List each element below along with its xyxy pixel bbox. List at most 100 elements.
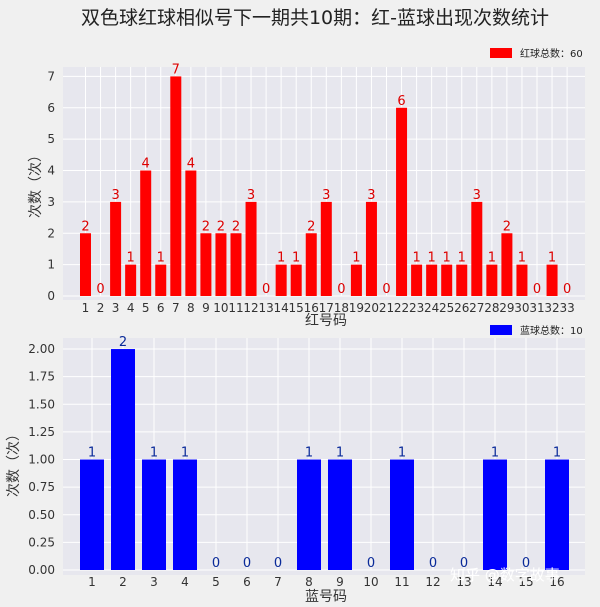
red-bar [501, 233, 513, 296]
red-x-tick-label: 22 [394, 301, 409, 315]
blue-x-tick-label: 3 [150, 575, 158, 589]
blue-bar [390, 459, 414, 570]
red-x-tick-label: 20 [364, 301, 379, 315]
blue-y-tick-label: 0.75 [28, 480, 55, 494]
red-bar [396, 107, 408, 296]
blue-legend: 蓝球总数：10 [490, 324, 583, 337]
blue-bar [111, 349, 135, 570]
blue-x-tick-label: 13 [456, 575, 471, 589]
blue-x-axis-label: 蓝号码 [305, 589, 347, 605]
blue-ticks: 0.000.250.500.751.001.251.501.752.001 2 3 4… [28, 342, 564, 589]
red-data-label: 1 [127, 251, 135, 266]
blue-x-tick-label: 5 [212, 575, 220, 589]
blue-x-tick-label: 15 [518, 575, 533, 589]
blue-x-tick-label: 1 [88, 575, 96, 589]
blue-x-tick-label: 11 [394, 575, 409, 589]
red-data-label: 4 [187, 157, 195, 172]
blue-bar [173, 459, 197, 570]
red-bar [290, 264, 302, 296]
red-legend-swatch [490, 48, 512, 58]
blue-data-label: 1 [88, 446, 96, 461]
blue-x-tick-label: 9 [336, 575, 344, 589]
red-bar [125, 264, 137, 296]
red-x-tick-label: 12 [243, 301, 258, 315]
blue-data-label: 0 [429, 556, 437, 571]
red-y-tick-label: 1 [47, 258, 55, 272]
blue-y-tick-label: 2.00 [28, 342, 55, 356]
red-x-tick-label: 33 [559, 301, 574, 315]
red-x-tick-label: 23 [409, 301, 424, 315]
blue-y-tick-label: 1.00 [28, 453, 55, 467]
red-y-tick-label: 3 [47, 195, 55, 209]
red-bar [245, 201, 257, 296]
blue-x-tick-label: 8 [305, 575, 313, 589]
blue-bar [483, 459, 507, 570]
red-data-label: 2 [217, 219, 225, 234]
blue-x-tick-label: 10 [363, 575, 378, 589]
red-x-tick-label: 29 [499, 301, 514, 315]
red-y-axis-label: 次数（次） [28, 148, 44, 218]
red-data-label: 1 [157, 251, 165, 266]
red-bar [305, 233, 317, 296]
blue-y-tick-label: 0.00 [28, 563, 55, 577]
blue-y-tick-label: 0.25 [28, 535, 55, 549]
red-x-tick-label: 21 [379, 301, 394, 315]
blue-data-label: 0 [367, 556, 375, 571]
blue-y-tick-label: 1.75 [28, 370, 55, 384]
blue-x-tick-label: 2 [119, 575, 127, 589]
red-data-label: 4 [142, 157, 150, 172]
red-data-label: 0 [382, 282, 390, 297]
red-data-label: 2 [503, 219, 511, 234]
blue-bar [80, 459, 104, 570]
red-bar [426, 264, 438, 296]
blue-x-tick-label: 12 [425, 575, 440, 589]
blue-bars: 1 2 1 1 0 0 0 1 1 0 1 0 0 1 0 1 [80, 335, 569, 571]
red-bar [140, 170, 152, 296]
red-bar [320, 201, 332, 296]
blue-data-label: 2 [119, 335, 127, 350]
blue-data-label: 1 [491, 446, 499, 461]
red-x-tick-label: 8 [187, 301, 195, 315]
red-data-label: 1 [518, 251, 526, 266]
red-x-axis-label: 红号码 [305, 313, 347, 329]
red-x-tick-label: 16 [304, 301, 319, 315]
red-bar [185, 170, 197, 296]
blue-y-tick-label: 1.50 [28, 397, 55, 411]
red-y-tick-label: 0 [47, 289, 55, 303]
watermark: 知乎 @数字故事 [450, 566, 560, 584]
red-x-tick-label: 18 [334, 301, 349, 315]
red-x-tick-label: 10 [213, 301, 228, 315]
red-data-label: 2 [202, 219, 210, 234]
red-data-label: 3 [367, 188, 375, 203]
red-data-label: 1 [352, 251, 360, 266]
red-legend: 红球总数：60 [490, 47, 583, 60]
blue-y-tick-label: 1.25 [28, 425, 55, 439]
red-x-tick-label: 3 [112, 301, 120, 315]
red-y-tick-label: 6 [47, 101, 55, 115]
red-bar [230, 233, 242, 296]
red-data-label: 1 [488, 251, 496, 266]
blue-y-axis-label: 次数（次） [6, 427, 22, 497]
red-bar [471, 201, 483, 296]
blue-bar [545, 459, 569, 570]
blue-legend-label: 蓝球总数：10 [520, 324, 583, 337]
blue-data-label: 1 [150, 446, 158, 461]
red-bar [170, 76, 182, 297]
red-x-tick-label: 17 [319, 301, 334, 315]
red-data-label: 2 [232, 219, 240, 234]
red-x-tick-label: 30 [514, 301, 529, 315]
red-bar [80, 233, 91, 296]
blue-data-label: 1 [305, 446, 313, 461]
blue-data-label: 0 [522, 556, 530, 571]
red-x-tick-label: 11 [228, 301, 243, 315]
red-x-tick-label: 4 [127, 301, 135, 315]
red-x-tick-label: 15 [289, 301, 304, 315]
red-x-tick-label: 6 [157, 301, 165, 315]
blue-data-label: 1 [336, 446, 344, 461]
red-data-label: 1 [428, 251, 436, 266]
red-bar [155, 264, 167, 296]
red-bar [275, 264, 287, 296]
blue-data-label: 0 [460, 556, 468, 571]
